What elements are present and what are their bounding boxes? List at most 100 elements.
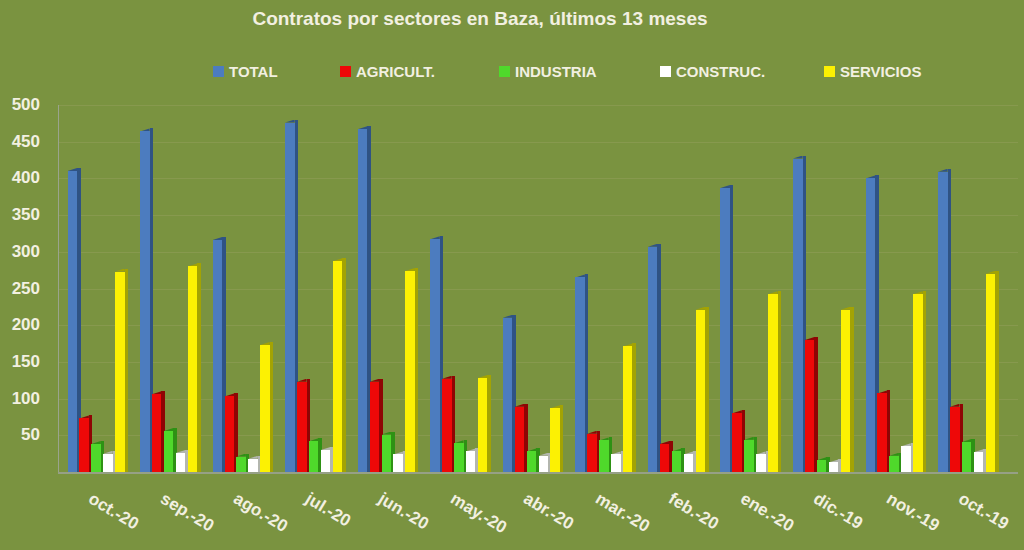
bar-servicios	[333, 261, 343, 472]
bar-side	[632, 343, 636, 472]
bar-side	[778, 291, 782, 472]
x-axis-label: abr.-20	[519, 489, 576, 534]
bar-construc	[466, 451, 476, 472]
x-axis-label: dic.-19	[810, 489, 866, 534]
x-axis-label: jun.-20	[374, 489, 431, 534]
bar-industria	[962, 442, 972, 472]
bar-side	[270, 342, 274, 472]
y-axis-label: 100	[0, 389, 40, 409]
bar-servicios	[405, 271, 415, 472]
bar-industria	[744, 440, 754, 472]
bar-servicios	[550, 408, 560, 472]
legend-label: AGRICULT.	[356, 63, 435, 80]
x-axis-label: oct.-19	[955, 489, 1012, 534]
gridline	[58, 142, 1018, 143]
bar-total	[68, 171, 78, 472]
bar-side	[197, 263, 201, 472]
bar-total	[430, 239, 440, 472]
bar-agricult	[732, 413, 742, 472]
bar-total	[793, 159, 803, 472]
legend-item-construc: CONSTRUC.	[660, 63, 765, 79]
bar-construc	[974, 452, 984, 472]
legend-label: SERVICIOS	[840, 63, 921, 80]
bar-side	[814, 337, 818, 472]
legend-label: CONSTRUC.	[676, 63, 765, 80]
y-axis-label: 350	[0, 205, 40, 225]
legend-swatch-industria	[499, 66, 510, 77]
bar-side	[415, 268, 419, 472]
bar-side	[923, 291, 927, 472]
bar-agricult	[297, 382, 307, 472]
bar-construc	[539, 456, 549, 472]
bar-agricult	[370, 382, 380, 472]
legend-item-servicios: SERVICIOS	[824, 63, 921, 79]
bar-agricult	[877, 393, 887, 472]
bar-industria	[599, 440, 609, 472]
bar-industria	[382, 435, 392, 472]
bar-total	[140, 131, 150, 472]
bar-servicios	[986, 274, 996, 472]
y-axis-line	[58, 105, 59, 472]
y-axis-label: 300	[0, 242, 40, 262]
x-axis-label: ago.-20	[229, 489, 290, 537]
bar-construc	[756, 454, 766, 472]
bar-agricult	[152, 394, 162, 472]
bar-servicios	[260, 345, 270, 472]
legend-swatch-agricult	[340, 66, 351, 77]
chart-page: { "title": "Contratos por sectores en Ba…	[0, 0, 1024, 550]
bar-servicios	[623, 346, 633, 472]
bar-construc	[393, 454, 403, 472]
bar-construc	[684, 454, 694, 472]
bar-side	[560, 405, 564, 472]
bar-industria	[309, 441, 319, 472]
bar-construc	[901, 446, 911, 472]
bar-side	[995, 271, 999, 472]
bar-construc	[248, 459, 258, 472]
bar-total	[938, 172, 948, 472]
legend-item-industria: INDUSTRIA	[499, 63, 597, 79]
bar-industria	[672, 451, 682, 472]
bar-construc	[829, 462, 839, 472]
bar-servicios	[696, 310, 706, 472]
x-axis-label: jul.-20	[302, 489, 354, 531]
legend-swatch-servicios	[824, 66, 835, 77]
gridline	[58, 105, 1018, 106]
bar-agricult	[225, 396, 235, 472]
bar-construc	[103, 454, 113, 472]
bar-side	[487, 375, 491, 472]
bar-industria	[889, 456, 899, 472]
bar-side	[657, 244, 661, 472]
legend-item-total: TOTAL	[213, 63, 278, 79]
bar-construc	[611, 454, 621, 472]
bar-total	[648, 247, 658, 472]
bar-side	[705, 307, 709, 472]
x-axis-label: feb.-20	[665, 489, 722, 534]
x-axis-label: sep.-20	[157, 489, 218, 536]
bar-servicios	[188, 266, 198, 472]
legend-swatch-construc	[660, 66, 671, 77]
bar-agricult	[950, 407, 960, 472]
legend-label: INDUSTRIA	[515, 63, 597, 80]
bar-total	[213, 240, 223, 472]
y-axis-label: 150	[0, 352, 40, 372]
bar-agricult	[515, 407, 525, 472]
y-axis-label: 50	[0, 425, 40, 445]
chart-title: Contratos por sectores en Baza, últimos …	[0, 8, 960, 30]
bar-agricult	[587, 434, 597, 472]
bar-construc	[321, 450, 331, 472]
bar-servicios	[768, 294, 778, 472]
bar-industria	[91, 444, 101, 472]
bar-total	[720, 188, 730, 472]
bar-industria	[454, 443, 464, 472]
bar-servicios	[841, 310, 851, 472]
x-axis-label: oct.-20	[84, 489, 141, 534]
legend-label: TOTAL	[229, 63, 278, 80]
bar-industria	[164, 431, 174, 472]
y-axis-label: 450	[0, 132, 40, 152]
x-axis-label: ene.-20	[737, 489, 798, 536]
legend-swatch-total	[213, 66, 224, 77]
bar-total	[285, 123, 295, 472]
bar-agricult	[442, 379, 452, 472]
bar-total	[358, 129, 368, 472]
legend-item-agricult: AGRICULT.	[340, 63, 435, 79]
